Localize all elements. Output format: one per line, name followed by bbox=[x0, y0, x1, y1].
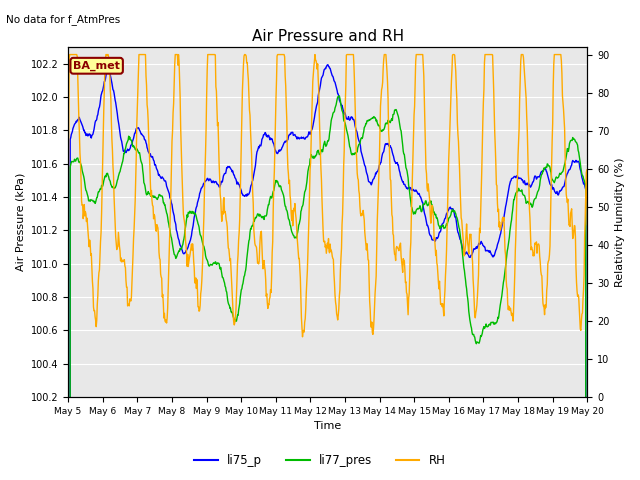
li75_p bbox=[371, 174, 378, 180]
li75_p bbox=[566, 167, 574, 172]
li77_pres bbox=[566, 139, 574, 145]
Line: RH: RH bbox=[68, 55, 588, 337]
li75_p bbox=[558, 186, 566, 192]
li77_pres bbox=[89, 197, 97, 203]
li75_p bbox=[161, 178, 168, 184]
RH bbox=[66, 52, 74, 58]
RH bbox=[280, 52, 288, 58]
Y-axis label: Air Pressure (kPa): Air Pressure (kPa) bbox=[15, 173, 25, 271]
RH bbox=[64, 236, 72, 242]
li75_p bbox=[324, 62, 332, 68]
li77_pres bbox=[335, 93, 343, 99]
li77_pres bbox=[280, 192, 287, 198]
X-axis label: Time: Time bbox=[314, 421, 341, 432]
li75_p bbox=[89, 131, 97, 137]
li77_pres bbox=[371, 115, 378, 120]
RH bbox=[90, 304, 97, 310]
RH bbox=[371, 291, 379, 297]
Y-axis label: Relativity Humidity (%): Relativity Humidity (%) bbox=[615, 157, 625, 287]
RH bbox=[299, 334, 307, 340]
RH bbox=[559, 93, 566, 99]
li75_p bbox=[280, 141, 287, 146]
li77_pres bbox=[161, 202, 168, 208]
Legend: li75_p, li77_pres, RH: li75_p, li77_pres, RH bbox=[189, 449, 451, 472]
li77_pres bbox=[558, 169, 566, 175]
Line: li75_p: li75_p bbox=[68, 65, 588, 480]
Text: No data for f_AtmPres: No data for f_AtmPres bbox=[6, 14, 121, 25]
Title: Air Pressure and RH: Air Pressure and RH bbox=[252, 29, 404, 44]
Text: BA_met: BA_met bbox=[73, 60, 120, 71]
RH bbox=[161, 318, 169, 324]
RH bbox=[567, 210, 575, 216]
Line: li77_pres: li77_pres bbox=[68, 96, 588, 480]
RH bbox=[584, 222, 591, 228]
